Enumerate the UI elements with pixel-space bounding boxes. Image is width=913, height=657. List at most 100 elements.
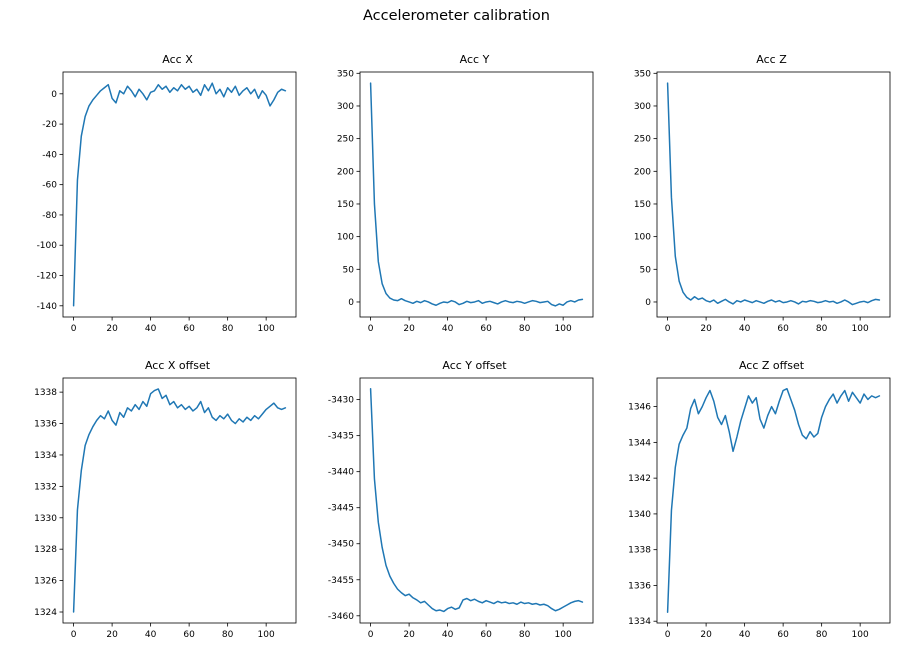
y-tick-label: 1332 <box>34 482 57 492</box>
x-tick-label: 60 <box>480 630 492 640</box>
y-tick-label: 1334 <box>34 451 57 461</box>
x-tick-label: 100 <box>555 630 572 640</box>
y-tick-label: 0 <box>645 298 651 308</box>
y-tick-label: 150 <box>634 200 651 210</box>
y-tick-label: 200 <box>634 167 651 177</box>
x-tick-label: 80 <box>816 630 828 640</box>
subplot-title-acc-y: Acc Y <box>459 53 490 66</box>
x-tick-label: 40 <box>442 630 454 640</box>
y-tick-label: 350 <box>634 69 651 79</box>
y-tick-label: -80 <box>42 211 57 221</box>
x-tick-label: 100 <box>852 630 869 640</box>
line-series <box>369 388 584 613</box>
line-series <box>369 82 584 307</box>
y-tick-label: -40 <box>42 150 57 160</box>
x-tick-label: 60 <box>777 630 789 640</box>
acc-x-plot: 0 20 40 60 80 100 -140 -120 -100 -80 -60 -40 -20 0 <box>37 71 297 334</box>
y-tick-label: 50 <box>640 265 652 275</box>
y-tick-label: 0 <box>51 90 57 100</box>
y-tick-label: 0 <box>348 298 354 308</box>
x-tick-label: 20 <box>106 630 118 640</box>
y-tick-label: 1344 <box>628 438 651 448</box>
y-tick-label: 1328 <box>34 545 57 555</box>
y-tick-label: 1336 <box>628 581 651 591</box>
x-tick-label: 80 <box>519 630 531 640</box>
acc-y-plot: 0 20 40 60 80 100 0 50 100 150 200 250 300 350 <box>337 69 594 334</box>
x-tick-label: 20 <box>403 324 415 334</box>
x-tick-label: 80 <box>222 324 234 334</box>
y-tick-label: 1342 <box>628 474 651 484</box>
y-tick-label: 1324 <box>34 608 57 618</box>
x-tick-label: 20 <box>403 630 415 640</box>
plot-border <box>656 71 891 318</box>
y-tick-label: 350 <box>337 69 354 79</box>
subplot-title-acc-z: Acc Z <box>756 53 787 66</box>
x-tick-label: 100 <box>258 324 275 334</box>
x-tick-label: 100 <box>258 630 275 640</box>
y-tick-label: -3455 <box>328 576 354 586</box>
x-tick-label: 20 <box>700 324 712 334</box>
y-tick-label: 1326 <box>34 577 57 587</box>
x-tick-label: 100 <box>852 324 869 334</box>
y-tick-label: 100 <box>634 233 651 243</box>
y-tick-label: 100 <box>337 233 354 243</box>
y-tick-label: 250 <box>634 135 651 145</box>
plot-border <box>359 377 594 624</box>
x-tick-label: 100 <box>555 324 572 334</box>
x-tick-label: 40 <box>145 630 157 640</box>
y-tick-label: -100 <box>37 241 58 251</box>
y-tick-label: -3430 <box>328 396 354 406</box>
subplot-acc-z: Acc Z 0 20 40 60 80 100 0 50 100 150 200 250 300 350 <box>605 46 902 346</box>
line-series <box>72 82 287 307</box>
x-tick-label: 20 <box>700 630 712 640</box>
y-tick-label: 200 <box>337 167 354 177</box>
subplot-title-acc-x-offset: Acc X offset <box>144 359 211 372</box>
y-tick-label: 1334 <box>628 617 651 627</box>
y-tick-label: 1346 <box>628 403 651 413</box>
y-tick-label: -3460 <box>328 612 354 622</box>
x-tick-label: 80 <box>816 324 828 334</box>
x-tick-label: 60 <box>183 324 195 334</box>
y-tick-label: 1330 <box>34 514 57 524</box>
subplot-acc-x-offset: Acc X offset 0 20 40 60 80 100 1324 1326 1328 133… <box>11 352 308 652</box>
x-tick-label: 60 <box>480 324 492 334</box>
y-tick-label: -60 <box>42 181 57 191</box>
x-tick-label: 60 <box>777 324 789 334</box>
acc-x-offset-plot: 0 20 40 60 80 100 1324 1326 1328 1330 1332 1334 1336… <box>34 377 297 640</box>
line-series <box>666 387 881 614</box>
x-tick-label: 0 <box>71 630 77 640</box>
y-tick-label: 300 <box>634 102 651 112</box>
line-series <box>666 82 881 306</box>
x-tick-label: 80 <box>519 324 531 334</box>
subplot-acc-y-offset: Acc Y offset 0 20 40 60 80 100 -3460 -3455 -3450… <box>308 352 605 652</box>
subplot-title-acc-z-offset: Acc Z offset <box>738 359 805 372</box>
y-tick-label: -3440 <box>328 468 354 478</box>
x-tick-label: 20 <box>106 324 118 334</box>
acc-z-plot: 0 20 40 60 80 100 0 50 100 150 200 250 300 350 <box>634 69 891 334</box>
plot-border <box>359 71 594 318</box>
subplot-title-acc-y-offset: Acc Y offset <box>442 359 507 372</box>
line-series <box>72 388 287 613</box>
y-tick-label: -140 <box>37 302 58 312</box>
x-tick-label: 0 <box>665 630 671 640</box>
y-tick-label: 1338 <box>628 546 651 556</box>
plot-border <box>656 377 891 624</box>
y-tick-label: -3450 <box>328 540 354 550</box>
x-tick-label: 40 <box>442 324 454 334</box>
acc-z-offset-plot: 0 20 40 60 80 100 1334 1336 1338 1340 1342 1344 1346 <box>628 377 891 640</box>
subplot-acc-z-offset: Acc Z offset 0 20 40 60 80 100 1334 1336 1338 134… <box>605 352 902 652</box>
x-tick-label: 0 <box>665 324 671 334</box>
x-tick-label: 0 <box>71 324 77 334</box>
y-tick-label: 1336 <box>34 420 57 430</box>
plot-border <box>62 71 297 318</box>
figure-title: Accelerometer calibration <box>363 8 550 24</box>
acc-y-offset-plot: 0 20 40 60 80 100 -3460 -3455 -3450 -3445 -3440 -34… <box>328 377 594 640</box>
y-tick-label: 1338 <box>34 388 57 398</box>
y-tick-label: -3435 <box>328 432 354 442</box>
x-tick-label: 40 <box>739 630 751 640</box>
x-tick-label: 80 <box>222 630 234 640</box>
y-tick-label: -120 <box>37 272 58 282</box>
y-tick-label: -20 <box>42 120 57 130</box>
x-tick-label: 0 <box>368 630 374 640</box>
